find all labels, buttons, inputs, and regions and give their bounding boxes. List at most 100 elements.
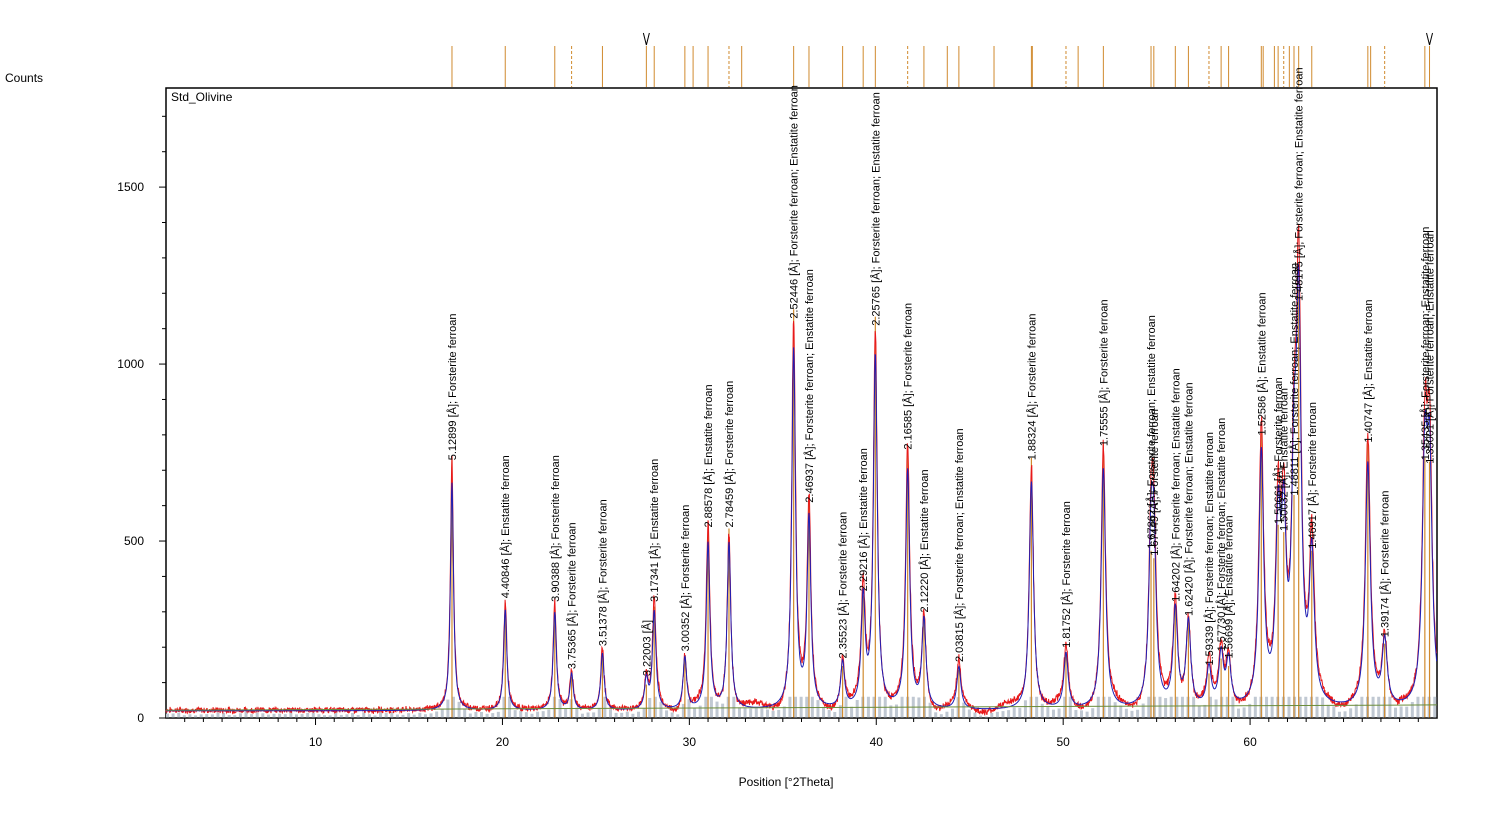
- background-bar: [367, 714, 371, 718]
- calculated-pattern-line: [166, 263, 1438, 712]
- background-bar: [222, 712, 226, 718]
- peak-label: 1.48175 [Å]; Forsterite ferroan; Enstati…: [1293, 67, 1306, 301]
- background-bar: [1007, 710, 1011, 718]
- background-bar: [956, 697, 960, 718]
- peak-label: 2.12220 [Å]; Enstatite ferroan: [918, 469, 931, 612]
- background-bar: [1270, 696, 1274, 718]
- peak-label: 1.46917 [Å]; Forsterite ferroan: [1306, 402, 1319, 549]
- background-bar: [1040, 703, 1044, 718]
- background-bar: [435, 711, 439, 718]
- background-bar: [451, 696, 455, 718]
- background-bar: [1326, 704, 1330, 718]
- background-bar: [586, 712, 590, 718]
- background-bar: [508, 696, 512, 718]
- y-tick-label: 1000: [117, 357, 144, 371]
- background-bar: [1304, 696, 1308, 718]
- background-bar: [1124, 708, 1128, 718]
- background-bar: [1180, 696, 1184, 718]
- background-bar: [945, 711, 949, 718]
- background-bar: [440, 708, 444, 718]
- background-bar: [855, 700, 859, 718]
- background-bar: [1147, 696, 1151, 718]
- peak-label: 1.64202 [Å]; Forsterite ferroan; Enstati…: [1169, 368, 1182, 602]
- background-bar: [721, 703, 725, 718]
- background-bar: [1119, 705, 1123, 718]
- peak-label: 3.22003 [Å]: [640, 620, 653, 676]
- background-bar: [1371, 696, 1375, 718]
- x-tick-label: 10: [309, 735, 323, 749]
- background-bar: [485, 713, 489, 718]
- background-bar: [962, 702, 966, 718]
- background-bar: [351, 713, 355, 718]
- background-bar: [311, 712, 315, 718]
- background-bar: [1405, 706, 1409, 718]
- background-bar: [278, 713, 282, 718]
- background-bar: [894, 704, 898, 718]
- background-bar: [384, 713, 388, 718]
- y-tick-label: 500: [124, 534, 144, 548]
- background-bar: [704, 696, 708, 718]
- peak-label: 1.39174 [Å]; Forsterite ferroan: [1379, 490, 1392, 637]
- background-bar: [1130, 710, 1134, 718]
- background-bar: [1203, 704, 1207, 718]
- background-bar: [564, 708, 568, 718]
- background-bar: [418, 712, 422, 718]
- background-bar: [1214, 699, 1218, 718]
- peak-label: 1.52586 [Å]; Enstatite ferroan: [1255, 292, 1268, 435]
- peak-label: 2.52446 [Å]; Forsterite ferroan; Enstati…: [788, 85, 801, 319]
- background-bar: [1046, 707, 1050, 718]
- background-bar: [1001, 711, 1005, 718]
- background-bar: [670, 712, 674, 718]
- background-bar: [928, 702, 932, 718]
- background-bar: [693, 708, 697, 718]
- background-bar: [233, 715, 237, 718]
- background-bar: [457, 701, 461, 718]
- background-bar: [833, 711, 837, 718]
- y-tick-label: 0: [137, 711, 144, 725]
- background-bar: [1248, 703, 1252, 718]
- background-bar: [395, 714, 399, 718]
- background-bar: [620, 712, 624, 718]
- background-bar: [1018, 707, 1022, 718]
- background-bar: [939, 714, 943, 718]
- peak-label: 1.67449 [Å]; Forsterite ferroan: [1148, 409, 1161, 556]
- background-bar: [429, 713, 433, 718]
- background-bar: [171, 713, 175, 718]
- peak-label: 3.51378 [Å]; Forsterite ferroan: [596, 499, 609, 646]
- background-bar: [283, 714, 287, 718]
- background-line: [165, 704, 1438, 711]
- x-tick-label: 40: [870, 735, 884, 749]
- background-bar: [238, 713, 242, 718]
- peak-label: 1.56699 [Å]; Enstatite ferroan: [1223, 515, 1236, 658]
- background-bar: [530, 713, 534, 718]
- background-bar: [423, 714, 427, 718]
- background-bar: [266, 714, 270, 718]
- background-bar: [743, 708, 747, 718]
- background-bar: [1169, 696, 1173, 718]
- background-bar: [934, 712, 938, 718]
- background-bar: [524, 712, 528, 718]
- background-bar: [917, 697, 921, 718]
- background-bar: [379, 711, 383, 718]
- background-bar: [659, 701, 663, 718]
- background-bar: [1225, 696, 1229, 718]
- background-bar: [597, 707, 601, 718]
- background-bar: [951, 708, 955, 718]
- background-bar: [362, 712, 366, 718]
- background-bar: [984, 716, 988, 718]
- background-bar: [771, 710, 775, 718]
- background-bar: [760, 708, 764, 718]
- background-bar: [1079, 710, 1083, 718]
- background-bar: [289, 712, 293, 718]
- background-bar: [889, 705, 893, 718]
- background-bar: [1113, 702, 1117, 718]
- background-bar: [244, 712, 248, 718]
- peak-label: 1.75555 [Å]; Forsterite ferroan: [1097, 299, 1110, 446]
- background-bar: [1068, 696, 1072, 718]
- peak-label: 1.57730 [Å]; Forsterite ferroan; Enstati…: [1215, 418, 1228, 652]
- background-bar: [1321, 697, 1325, 718]
- background-bar: [182, 715, 186, 718]
- peak-label: 1.48811 [Å]; Forsterite ferroan; Enstati…: [1288, 263, 1301, 496]
- background-bar: [536, 711, 540, 718]
- peak-label: 5.12899 [Å]; Forsterite ferroan: [446, 313, 459, 460]
